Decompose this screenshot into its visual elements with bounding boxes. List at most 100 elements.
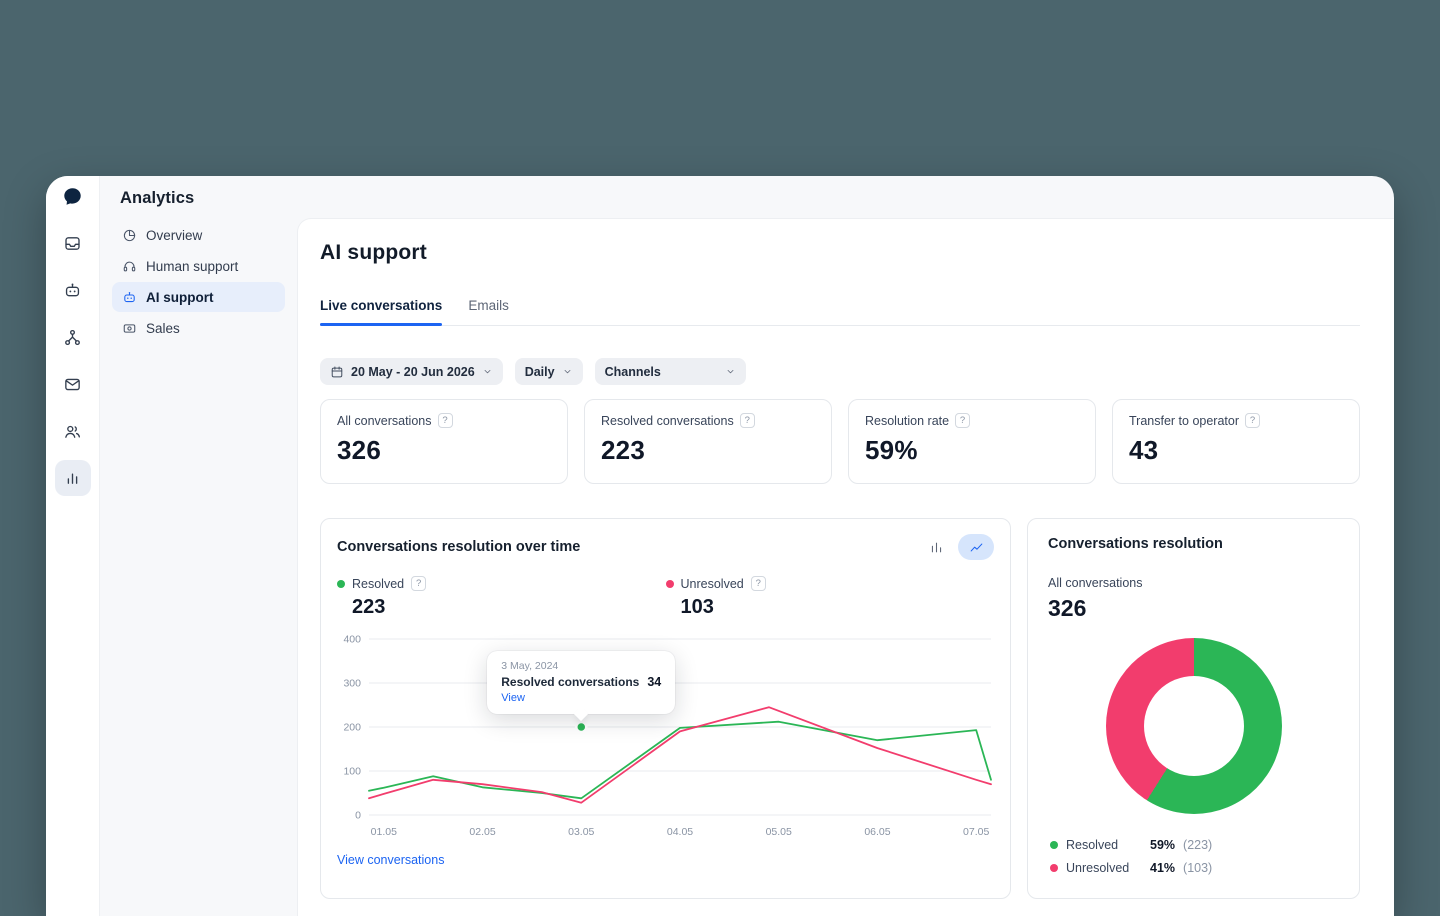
flows-icon (63, 328, 82, 347)
granularity-dropdown[interactable]: Daily (514, 358, 583, 385)
bar-chart-icon (929, 540, 944, 555)
donut-chart (1105, 638, 1282, 814)
sidebar-item-label: AI support (146, 289, 214, 305)
sidebar-item-human-support[interactable]: Human support (112, 251, 285, 281)
channels-label: Channels (604, 364, 661, 379)
legend-group-resolved: Resolved? 223 (337, 576, 666, 619)
stat-label: Resolved conversations (601, 413, 734, 428)
line-card-header: Conversations resolution over time (337, 534, 994, 560)
stat-value: 43 (1129, 435, 1159, 465)
tooltip-label: Resolved conversations (501, 675, 640, 689)
overview-icon (122, 228, 137, 243)
sidebar-item-overview[interactable]: Overview (112, 220, 285, 250)
svg-text:0: 0 (355, 810, 361, 822)
line-chart-card: Conversations resolution over time Resol… (320, 518, 1011, 899)
main-panel: AI support Live conversations Emails 20 M… (297, 218, 1394, 916)
rail-item-analytics[interactable] (54, 460, 91, 496)
legend-count: (103) (1183, 861, 1213, 875)
page-title: AI support (320, 241, 427, 264)
legend-group-unresolved: Unresolved? 103 (665, 576, 995, 619)
stat-value: 223 (601, 435, 645, 465)
sidebar-item-ai-support[interactable]: AI support (112, 282, 285, 312)
stat-value: 59% (865, 435, 918, 465)
line-chart[interactable]: 0 100 200 300 400 01.05 02.05 03.05 04.05 05.05 06… (337, 631, 996, 843)
line-view-button[interactable] (958, 534, 994, 560)
rail-item-flows[interactable] (55, 319, 91, 355)
date-range-label: 20 May - 20 Jun 2026 (351, 364, 475, 379)
sidebar-items: Overview Human support AI support Sales (112, 220, 285, 343)
tab-live-conversations[interactable]: Live conversations (320, 297, 443, 326)
help-icon[interactable]: ? (411, 576, 427, 591)
stat-card-all-conversations: All conversations? 326 (320, 399, 568, 484)
chart-tooltip: 3 May, 2024 Resolved conversations 34 Vi… (487, 651, 676, 714)
view-conversations-link[interactable]: View conversations (337, 853, 445, 867)
tab-emails[interactable]: Emails (468, 298, 509, 313)
sidebar-title: Analytics (120, 189, 195, 207)
line-card-title: Conversations resolution over time (337, 539, 581, 555)
svg-text:02.05: 02.05 (469, 826, 495, 838)
svg-text:06.05: 06.05 (864, 826, 890, 838)
stat-card-resolution-rate: Resolution rate? 59% (848, 399, 1096, 484)
stat-label: Transfer to operator (1129, 413, 1240, 428)
sidebar-item-label: Overview (146, 227, 203, 243)
tabs: Live conversations Emails (320, 297, 1360, 326)
stat-cards: All conversations? 326 Resolved conversa… (320, 399, 1360, 484)
stat-value: 326 (337, 435, 381, 465)
sidebar-item-label: Sales (146, 320, 180, 336)
donut-legend-resolved: Resolved 59% (223) (1050, 838, 1339, 852)
donut-card-title: Conversations resolution (1048, 536, 1223, 552)
svg-text:300: 300 (343, 678, 361, 690)
legend-dot (665, 579, 674, 588)
help-icon[interactable]: ? (955, 413, 971, 428)
logo-icon (62, 186, 83, 207)
stat-card-resolved-conversations: Resolved conversations? 223 (584, 399, 832, 484)
help-icon[interactable]: ? (739, 413, 755, 428)
legend-percent: 59% (1150, 838, 1176, 852)
human-icon (122, 259, 137, 274)
legend-dot (1050, 864, 1058, 872)
channels-dropdown[interactable]: Channels (594, 358, 746, 385)
legend-label: Unresolved (1066, 861, 1130, 875)
line-chart-area: 0 100 200 300 400 01.05 02.05 03.05 04.05 05.05 06… (337, 631, 994, 843)
rail-item-contacts[interactable] (55, 413, 91, 449)
date-range-picker[interactable]: 20 May - 20 Jun 2026 (320, 358, 503, 385)
help-icon[interactable]: ? (437, 413, 453, 428)
svg-text:100: 100 (343, 766, 361, 778)
chevron-down-icon (725, 366, 736, 377)
analytics-icon (63, 469, 82, 488)
svg-text:04.05: 04.05 (667, 826, 693, 838)
app-window: Analytics Overview Human support AI suppor… (46, 176, 1394, 916)
line-chart-legend: Resolved? 223 Unresolved? 103 (337, 576, 994, 619)
legend-dot (1050, 841, 1058, 849)
svg-text:200: 200 (343, 722, 361, 734)
stat-label: All conversations (337, 413, 432, 428)
tooltip-view-link[interactable]: View (501, 692, 525, 704)
legend-label: Unresolved (680, 576, 744, 591)
rail-item-inbox[interactable] (55, 225, 91, 261)
legend-label: Resolved (1066, 838, 1119, 852)
rail-item-campaigns[interactable] (55, 366, 91, 402)
stat-label: Resolution rate (865, 413, 950, 428)
icon-rail (46, 176, 100, 916)
chevron-down-icon (562, 366, 573, 377)
campaigns-icon (63, 375, 82, 394)
inbox-icon (63, 234, 82, 253)
donut-card-subtitle: All conversations (1048, 576, 1143, 590)
legend-label: Resolved (352, 576, 405, 591)
stat-card-transfer-to-operator: Transfer to operator? 43 (1112, 399, 1360, 484)
bot-icon (63, 281, 82, 300)
sales-icon (122, 321, 137, 336)
rail-item-bot[interactable] (55, 272, 91, 308)
bar-view-button[interactable] (918, 534, 954, 560)
donut-legend: Resolved 59% (223) Unresolved 41% (103) (1048, 838, 1339, 875)
sidebar-item-sales[interactable]: Sales (112, 313, 285, 343)
help-icon[interactable]: ? (750, 576, 766, 591)
svg-text:01.05: 01.05 (371, 826, 397, 838)
sidebar-item-label: Human support (146, 258, 239, 274)
help-icon[interactable]: ? (1245, 413, 1261, 428)
donut-card-total: 326 (1048, 595, 1087, 621)
legend-percent: 41% (1150, 861, 1176, 875)
rail-item-logo[interactable] (55, 178, 91, 214)
chevron-down-icon (482, 366, 493, 377)
donut-legend-unresolved: Unresolved 41% (103) (1050, 861, 1339, 875)
